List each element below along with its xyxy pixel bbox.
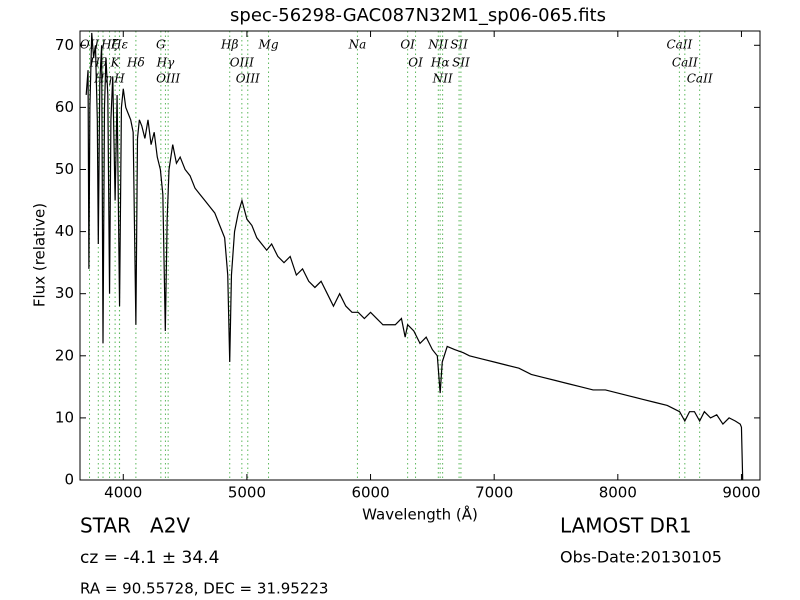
spectral-line-label: OI [400,38,415,52]
spectral-line-label: OIII [230,56,254,70]
spectral-line-label: Na [348,38,367,52]
spectral-line-label: Hα [430,56,450,70]
chart-title: spec-56298-GAC087N32M1_sp06-065.fits [230,5,606,26]
spectral-line-label: H [113,72,125,86]
spectral-line-label: CaII [672,56,698,70]
y-tick-label: 30 [55,284,74,302]
coords-label: RA = 90.55728, DEC = 31.95223 [80,580,328,598]
x-tick-label: 7000 [475,484,513,502]
y-tick-label: 70 [55,36,74,54]
spectral-line-label: K [110,56,121,70]
x-tick-label: 6000 [351,484,389,502]
spectral-line-label: SII [452,56,470,70]
x-tick-label: 8000 [599,484,637,502]
x-axis-label: Wavelength (Å) [362,505,478,524]
spectral-line-label: Hγ [156,56,175,70]
spectral-line-label: OII [80,38,100,52]
x-tick-label: 4000 [104,484,142,502]
y-tick-label: 60 [55,98,74,116]
spectral-line-label: NII [432,72,453,86]
y-tick-label: 40 [55,222,74,240]
y-tick-label: 50 [55,160,74,178]
y-axis-label: Flux (relative) [31,203,49,307]
x-tick-label: 5000 [228,484,266,502]
spectral-line-label: Hβ [220,38,238,52]
cz-label: cz = -4.1 ± 34.4 [80,548,219,568]
spectral-line-label: CaII [687,72,713,86]
y-tick-label: 0 [64,471,74,489]
spectral-line-label: Hε [110,38,128,52]
spectrum-line [85,32,744,481]
plot-frame [79,30,761,481]
spectral-line-label: OIII [236,72,260,86]
spectral-line-label: Hδ [126,56,145,70]
y-tick-label: 10 [55,408,74,426]
spectral-line-label: OI [408,56,423,70]
spectral-line-label: NII [427,38,448,52]
spectral-line-label: OIII [156,72,180,86]
x-tick-label: 9000 [722,484,760,502]
spectral-line-label: Mg [258,38,279,52]
spectral-line-label: CaII [666,38,692,52]
survey-label: LAMOST DR1 [560,514,692,538]
y-tick-label: 20 [55,346,74,364]
spectral-line-label: G [156,38,166,52]
obs-date-label: Obs-Date:20130105 [560,548,722,567]
spectral-line-label: SII [450,38,468,52]
class-label: STAR A2V [80,514,190,538]
